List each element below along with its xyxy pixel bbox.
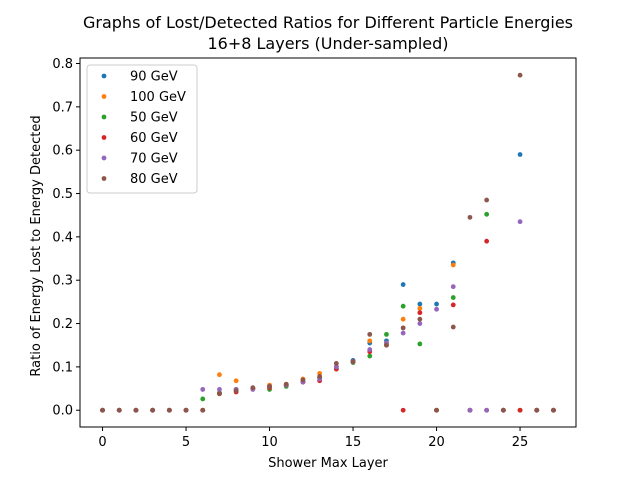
legend-marker bbox=[101, 114, 107, 120]
data-point bbox=[534, 407, 540, 413]
x-tick-label: 10 bbox=[261, 435, 278, 450]
legend-label: 80 GeV bbox=[130, 172, 178, 187]
y-axis-label: Ratio of Energy Lost to Energy Detected bbox=[29, 115, 44, 376]
data-point bbox=[133, 407, 139, 413]
legend-label: 70 GeV bbox=[130, 152, 178, 167]
data-point bbox=[300, 377, 306, 383]
data-point bbox=[283, 381, 289, 387]
data-point bbox=[417, 341, 423, 347]
data-point bbox=[500, 407, 506, 413]
data-point bbox=[183, 407, 189, 413]
data-point bbox=[100, 407, 105, 413]
data-point bbox=[450, 295, 456, 300]
chart-subtitle: 16+8 Layers (Under-sampled) bbox=[207, 34, 448, 53]
data-point bbox=[400, 407, 406, 413]
data-point bbox=[150, 407, 156, 413]
data-point bbox=[367, 347, 373, 352]
y-tick-label: 0.2 bbox=[52, 317, 73, 332]
data-point bbox=[417, 316, 423, 322]
axis-ticks: 0 5 10 15 20 25 0.0 0.1 0.2 0.3 0.4 0.5 0.6 0.7 0.8 bbox=[52, 57, 528, 450]
data-point bbox=[367, 338, 373, 344]
chart-title: Graphs of Lost/Detected Ratios for Diffe… bbox=[83, 13, 573, 32]
data-point bbox=[384, 331, 389, 337]
data-point bbox=[484, 197, 490, 203]
series-80-gev bbox=[100, 72, 556, 413]
data-point bbox=[367, 331, 373, 337]
legend-label: 90 GeV bbox=[130, 70, 178, 85]
data-point bbox=[250, 385, 256, 391]
data-point bbox=[417, 301, 423, 307]
data-point bbox=[417, 321, 423, 326]
data-point bbox=[434, 306, 439, 312]
data-point bbox=[467, 407, 473, 413]
data-point bbox=[217, 372, 222, 378]
data-point bbox=[400, 316, 406, 322]
data-point bbox=[417, 305, 423, 311]
legend-label: 100 GeV bbox=[130, 90, 186, 105]
data-points bbox=[100, 72, 556, 413]
legend-marker bbox=[101, 94, 107, 99]
data-point bbox=[467, 214, 473, 220]
legend-marker bbox=[101, 135, 107, 140]
data-point bbox=[200, 396, 206, 402]
data-point bbox=[484, 407, 490, 413]
data-point bbox=[200, 387, 206, 392]
x-tick-label: 0 bbox=[98, 435, 106, 450]
x-axis-label: Shower Max Layer bbox=[268, 456, 388, 471]
data-point bbox=[166, 407, 172, 413]
data-point bbox=[267, 383, 272, 389]
legend-label: 50 GeV bbox=[130, 111, 178, 126]
data-point bbox=[517, 219, 523, 225]
y-tick-label: 0.4 bbox=[52, 230, 73, 245]
y-tick-label: 0.5 bbox=[52, 187, 73, 202]
y-tick-label: 0.6 bbox=[52, 144, 73, 159]
x-tick-label: 20 bbox=[428, 435, 445, 450]
data-point bbox=[517, 72, 523, 78]
data-point bbox=[450, 324, 456, 330]
data-point bbox=[367, 353, 373, 359]
data-point bbox=[417, 310, 423, 316]
data-point bbox=[400, 325, 406, 331]
legend: 90 GeV 100 GeV 50 GeV 60 GeV 70 GeV 80 GeV bbox=[86, 64, 198, 194]
data-point bbox=[333, 361, 339, 366]
y-tick-label: 0.0 bbox=[52, 404, 73, 419]
data-point bbox=[517, 407, 523, 413]
data-point bbox=[400, 282, 406, 287]
x-tick-label: 5 bbox=[182, 435, 190, 450]
x-tick-label: 25 bbox=[512, 435, 529, 450]
y-tick-label: 0.1 bbox=[52, 360, 73, 375]
data-point bbox=[317, 374, 323, 379]
y-tick-label: 0.3 bbox=[52, 274, 73, 289]
data-point bbox=[484, 211, 490, 217]
data-point bbox=[434, 407, 439, 413]
data-point bbox=[450, 302, 456, 308]
data-point bbox=[333, 364, 339, 370]
legend-box bbox=[86, 64, 198, 194]
data-point bbox=[233, 388, 239, 394]
data-point bbox=[517, 152, 523, 157]
legend-marker bbox=[101, 155, 107, 161]
legend-marker bbox=[101, 176, 107, 181]
data-point bbox=[434, 301, 439, 307]
data-point bbox=[217, 391, 222, 397]
plot-frame bbox=[79, 57, 577, 428]
x-tick-label: 15 bbox=[345, 435, 362, 450]
y-tick-label: 0.8 bbox=[52, 57, 73, 72]
data-point bbox=[200, 407, 206, 413]
legend-marker bbox=[101, 73, 107, 79]
data-point bbox=[450, 262, 456, 268]
data-point bbox=[400, 303, 406, 309]
data-point bbox=[233, 378, 239, 384]
data-point bbox=[450, 284, 456, 290]
data-point bbox=[350, 359, 356, 365]
data-point bbox=[217, 387, 222, 392]
legend-label: 60 GeV bbox=[130, 131, 178, 146]
data-point bbox=[551, 407, 556, 413]
data-point bbox=[384, 342, 389, 348]
data-point bbox=[484, 238, 490, 244]
y-tick-label: 0.7 bbox=[52, 100, 73, 115]
data-point bbox=[116, 407, 122, 413]
data-point bbox=[400, 330, 406, 336]
